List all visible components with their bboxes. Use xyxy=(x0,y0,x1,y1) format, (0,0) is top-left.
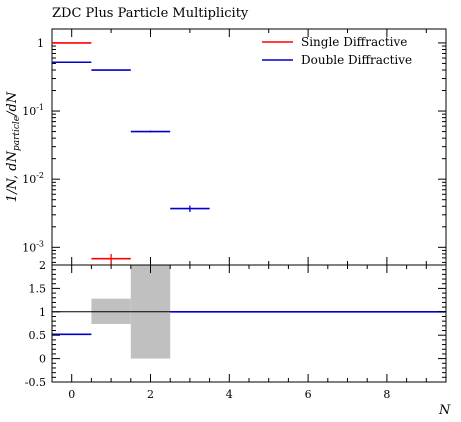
y-tick-label: 10-1 xyxy=(22,103,44,118)
x-tick-label: 6 xyxy=(305,388,312,401)
y-tick-label-exponent: -2 xyxy=(36,171,44,180)
y-axis-label-subscript: particle xyxy=(12,116,22,151)
ratio-y-tick-label: -0.5 xyxy=(25,376,46,389)
ratio-y-tick-label: 1 xyxy=(39,306,46,319)
x-tick-label: 8 xyxy=(383,388,390,401)
y-tick-label-exponent: -3 xyxy=(36,239,44,248)
y-axis-label-part: 1/N, dN xyxy=(5,150,20,202)
y-tick-label-base: 10 xyxy=(22,105,36,118)
x-tick-label: 2 xyxy=(147,388,154,401)
x-tick-label: 0 xyxy=(68,388,75,401)
series-double-diffractive xyxy=(52,61,210,212)
y-tick-label: 10-2 xyxy=(22,171,44,186)
ratio-y-tick-label: 2 xyxy=(39,259,46,272)
chart-title: ZDC Plus Particle Multiplicity xyxy=(52,6,249,21)
ratio-y-tick-label: 0.5 xyxy=(29,329,47,342)
series-single-diffractive xyxy=(52,42,131,265)
legend-label: Double Diffractive xyxy=(301,53,412,67)
legend-label: Single Diffractive xyxy=(301,35,407,49)
ratio-y-tick-label: 0 xyxy=(39,353,46,366)
y-tick-label: 10-3 xyxy=(22,239,44,254)
x-tick-label: 4 xyxy=(226,388,233,401)
y-tick-label-base: 10 xyxy=(22,173,36,186)
y-tick-label: 1 xyxy=(37,37,44,50)
x-axis-label: N xyxy=(438,403,451,418)
ratio-plot: -0.5 0 0.5 1 1.5 2 0 2 4 6 8 xyxy=(25,259,447,401)
y-axis-label: 1/N, dNparticle/dN xyxy=(5,91,22,202)
y-tick-label-exponent: -1 xyxy=(36,103,44,112)
y-tick-label-base: 10 xyxy=(22,241,36,254)
ratio-y-tick-label: 1.5 xyxy=(29,282,47,295)
legend: Single Diffractive Double Diffractive xyxy=(262,35,412,67)
y-axis-label-part: /dN xyxy=(5,91,20,118)
